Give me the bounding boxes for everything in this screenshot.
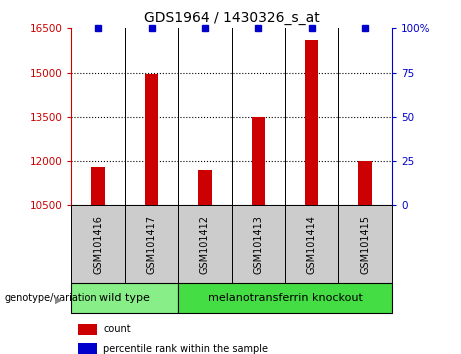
Bar (338, 205, 392, 283)
Bar (198, 170, 212, 205)
Bar (91, 167, 105, 205)
Text: GSM101417: GSM101417 (147, 215, 157, 274)
Text: ▶: ▶ (55, 295, 63, 305)
Text: wild type: wild type (100, 293, 150, 303)
Bar (78, 324, 97, 335)
Bar (359, 161, 372, 205)
Text: genotype/variation: genotype/variation (5, 293, 97, 303)
Bar (252, 117, 265, 205)
Text: GSM101412: GSM101412 (200, 215, 210, 274)
Bar (71, 283, 178, 313)
Text: GSM101413: GSM101413 (254, 215, 263, 274)
Title: GDS1964 / 1430326_s_at: GDS1964 / 1430326_s_at (144, 11, 319, 24)
Bar (178, 283, 392, 313)
Bar (145, 74, 158, 205)
Bar (285, 205, 338, 283)
Text: GSM101414: GSM101414 (307, 215, 317, 274)
Bar (231, 205, 285, 283)
Bar (78, 343, 97, 354)
Text: percentile rank within the sample: percentile rank within the sample (103, 344, 268, 354)
Text: GSM101416: GSM101416 (93, 215, 103, 274)
Text: GSM101415: GSM101415 (360, 215, 370, 274)
Text: melanotransferrin knockout: melanotransferrin knockout (207, 293, 362, 303)
Text: count: count (103, 324, 131, 334)
Bar (71, 205, 125, 283)
Bar (178, 205, 231, 283)
Bar (125, 205, 178, 283)
Bar (305, 40, 319, 205)
